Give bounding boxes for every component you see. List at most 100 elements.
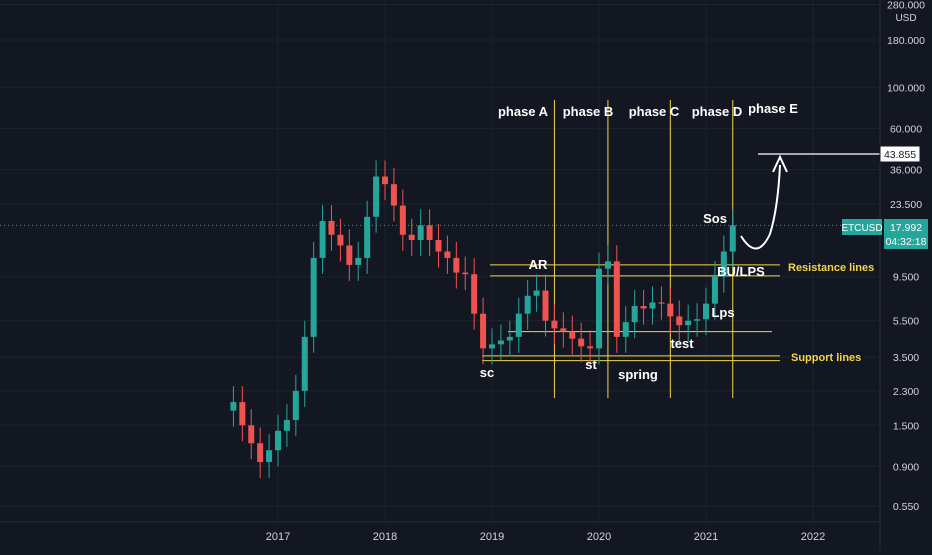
price-axis[interactable]: 280.000 180.000 100.000 60.000 36.000 23.500 9…	[887, 0, 925, 513]
candle-body	[328, 220, 335, 235]
label-bu-lps: BU/LPS	[717, 264, 765, 279]
target-tag-label: 43.855	[884, 149, 916, 161]
current-price-tag: 17.992	[890, 222, 922, 234]
candle-body	[658, 302, 665, 304]
label-phase-c: phase C	[629, 104, 680, 119]
label-sc: sc	[480, 365, 494, 380]
candle-body	[551, 320, 558, 329]
annotations-layer: phase A phase B phase C phase D phase E …	[480, 101, 880, 382]
candle-body	[319, 220, 326, 258]
candle-body	[587, 346, 594, 349]
price-tick-label: 100.000	[887, 82, 925, 94]
candle-body	[444, 251, 451, 258]
candle-body	[694, 319, 701, 321]
candle-body	[524, 295, 531, 314]
candle-body	[408, 234, 415, 240]
candle-body	[506, 336, 513, 341]
candle-body	[301, 336, 308, 391]
price-tick-label: 1.500	[893, 420, 919, 432]
current-symbol-tag: ETCUSD	[841, 223, 882, 234]
price-tags: USD 43.855 ETCUSD 17.992 04:32:18	[841, 13, 928, 249]
price-tick-label: 280.000	[887, 0, 925, 11]
candle-body	[631, 306, 638, 323]
candle-body	[346, 245, 353, 265]
label-st: st	[585, 357, 597, 372]
candle-body	[364, 216, 371, 258]
label-test: test	[670, 336, 694, 351]
price-tick-label: 36.000	[890, 165, 922, 177]
candle-body	[703, 303, 709, 320]
candle-body	[355, 257, 362, 265]
candle-body	[283, 420, 290, 431]
price-tick-label: 0.550	[893, 501, 919, 513]
candle-body	[275, 430, 281, 451]
candle-body	[417, 225, 424, 240]
candle-body	[685, 320, 692, 326]
candle-body	[310, 257, 317, 337]
candle-body	[515, 313, 522, 337]
price-tick-label: 180.000	[887, 35, 925, 47]
price-tick-label: 60.000	[890, 123, 922, 135]
label-support-lines: Support lines	[791, 352, 861, 364]
candle-body	[533, 290, 540, 296]
candle-body	[230, 402, 237, 411]
candle-body	[266, 450, 273, 463]
candle-body	[373, 176, 380, 217]
candle-body	[676, 316, 683, 326]
candle-body	[471, 274, 478, 314]
arrow-head	[772, 154, 788, 173]
candle-body	[337, 234, 344, 246]
candles-layer	[230, 160, 736, 478]
candle-body	[622, 322, 629, 337]
price-tick-label: 0.900	[893, 461, 919, 473]
candle-body	[292, 390, 299, 421]
label-sos: Sos	[703, 211, 727, 226]
candle-body	[239, 402, 246, 426]
projection-curve	[740, 164, 781, 250]
time-tick-label: 2019	[480, 531, 504, 543]
price-tick-label: 23.500	[890, 199, 922, 211]
candle-body	[604, 261, 611, 269]
candle-body	[596, 268, 602, 349]
time-tick-label: 2021	[694, 531, 718, 543]
time-tick-label: 2022	[801, 531, 825, 543]
candle-body	[667, 303, 674, 317]
price-tick-label: 3.500	[893, 352, 919, 364]
candle-body	[542, 290, 549, 321]
candle-body	[560, 328, 567, 332]
candle-body	[720, 251, 727, 277]
candle-body	[426, 225, 433, 240]
label-phase-d: phase D	[692, 104, 743, 119]
label-spring: spring	[618, 367, 658, 382]
price-tick-label: 9.500	[893, 272, 919, 284]
countdown-tag: 04:32:18	[886, 236, 927, 248]
candle-body	[729, 225, 736, 252]
candle-body	[399, 205, 406, 235]
label-lps: Lps	[711, 305, 734, 320]
label-phase-b: phase B	[563, 104, 614, 119]
candle-body	[569, 331, 576, 339]
candle-body	[453, 257, 460, 273]
candle-body	[613, 261, 620, 337]
horizontal-lines-layer	[482, 264, 780, 362]
candle-body	[640, 306, 647, 309]
currency-label: USD	[895, 13, 916, 24]
price-tick-label: 5.500	[893, 316, 919, 328]
candle-body	[480, 313, 487, 349]
candle-body	[649, 302, 656, 309]
price-tick-label: 2.300	[893, 386, 919, 398]
candle-body	[382, 176, 388, 185]
label-resistance-lines: Resistance lines	[788, 262, 874, 274]
candle-body	[497, 340, 504, 345]
candle-body	[390, 184, 397, 206]
label-phase-a: phase A	[498, 104, 549, 119]
label-ar: AR	[529, 257, 548, 272]
time-tick-label: 2017	[266, 531, 290, 543]
candle-body	[711, 276, 718, 304]
time-tick-label: 2018	[373, 531, 397, 543]
candle-body	[435, 239, 442, 252]
current-symbol-tag-box	[842, 219, 882, 235]
time-axis[interactable]: 2017 2018 2019 2020 2021 2022	[266, 531, 825, 543]
